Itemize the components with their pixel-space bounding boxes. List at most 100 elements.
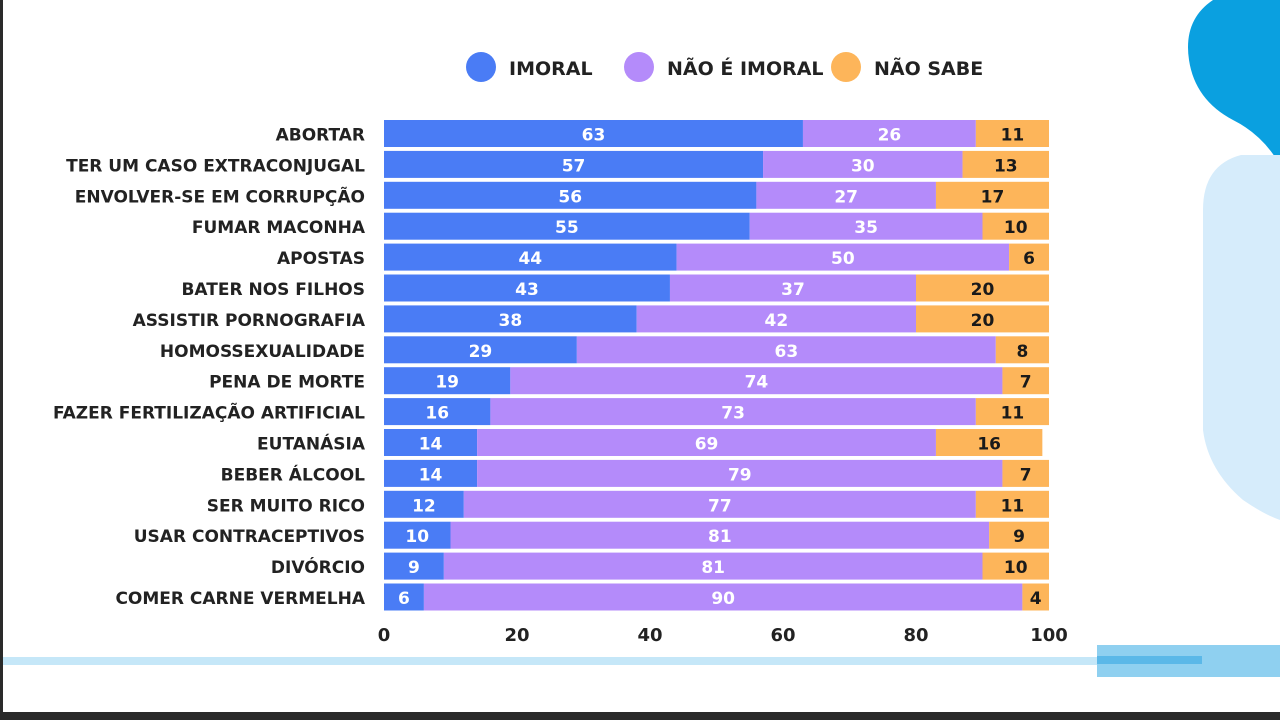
bar-nao-sabe-comer-carne-vermelha (1022, 583, 1049, 611)
slide: IMORAL NÃO É IMORAL NÃO SABE 63 26 11 57 30 13 5… (3, 0, 1280, 712)
bar-nao-sabe-abortar (975, 120, 1049, 147)
bar-imoral-fazer-fertilizacao-artificial (384, 398, 491, 426)
value-label-nao-sabe-comer-carne-vermelha: 4 (1030, 589, 1042, 609)
value-label-nao-sabe-eutanasia: 16 (977, 435, 1001, 455)
bar-imoral-fumar-maconha (384, 212, 750, 240)
category-label-divorcio: DIVÓRCIO (271, 556, 365, 578)
bar-imoral-pena-de-morte (384, 367, 511, 395)
bar-imoral-envolver-se-em-corrupcao (384, 181, 757, 209)
value-label-imoral-assistir-pornografia: 38 (499, 311, 523, 331)
legend-marker-nao-e-imoral (624, 52, 654, 82)
value-label-nao-e-imoral-homossexualidade: 63 (774, 342, 798, 362)
value-label-nao-e-imoral-fumar-maconha: 35 (854, 218, 878, 238)
bar-nao-sabe-homossexualidade (995, 336, 1049, 364)
category-label-pena-de-morte: PENA DE MORTE (209, 373, 365, 393)
category-label-homossexualidade: HOMOSSEXUALIDADE (160, 342, 365, 362)
value-label-nao-sabe-beber-alcool: 7 (1020, 465, 1032, 485)
bar-nao-e-imoral-ter-um-caso-extraconjugal (763, 150, 963, 178)
bar-nao-sabe-fazer-fertilizacao-artificial (975, 398, 1049, 426)
value-label-nao-e-imoral-comer-carne-vermelha: 90 (711, 589, 735, 609)
category-label-ser-muito-rico: SER MUITO RICO (207, 496, 365, 516)
bar-nao-e-imoral-pena-de-morte (510, 367, 1003, 395)
value-label-nao-e-imoral-abortar: 26 (878, 126, 902, 146)
bar-nao-e-imoral-ser-muito-rico (463, 490, 976, 518)
bar-imoral-usar-contraceptivos (384, 521, 451, 549)
bar-nao-sabe-eutanasia (935, 429, 1043, 456)
legend-marker-nao-sabe (831, 52, 861, 82)
bar-imoral-comer-carne-vermelha (384, 583, 424, 611)
category-label-assistir-pornografia: ASSISTIR PORNOGRAFIA (133, 311, 366, 331)
category-label-ter-um-caso-extraconjugal: TER UM CASO EXTRACONJUGAL (66, 156, 365, 176)
value-label-nao-e-imoral-ser-muito-rico: 77 (708, 496, 732, 516)
value-label-nao-e-imoral-beber-alcool: 79 (728, 465, 752, 485)
value-label-imoral-fumar-maconha: 55 (555, 218, 579, 238)
value-label-imoral-usar-contraceptivos: 10 (405, 527, 429, 547)
bar-nao-e-imoral-usar-contraceptivos (450, 521, 990, 549)
value-label-imoral-apostas: 44 (518, 249, 542, 269)
value-label-imoral-comer-carne-vermelha: 6 (398, 589, 410, 609)
category-label-fazer-fertilizacao-artificial: FAZER FERTILIZAÇÃO ARTIFICIAL (53, 401, 365, 424)
bar-nao-e-imoral-apostas (676, 243, 1010, 271)
value-label-nao-sabe-bater-nos-filhos: 20 (971, 280, 995, 300)
value-label-imoral-homossexualidade: 29 (469, 342, 493, 362)
x-tick-40: 40 (637, 625, 662, 646)
x-tick-100: 100 (1030, 625, 1068, 646)
bar-nao-sabe-usar-contraceptivos (989, 521, 1049, 549)
bar-nao-sabe-divorcio (982, 552, 1049, 580)
value-label-imoral-divorcio: 9 (408, 558, 420, 578)
legend: IMORAL NÃO É IMORAL NÃO SABE (466, 52, 983, 82)
value-label-imoral-ter-um-caso-extraconjugal: 57 (562, 156, 586, 176)
value-label-imoral-eutanasia: 14 (419, 435, 443, 455)
value-label-imoral-abortar: 63 (582, 126, 606, 146)
value-label-imoral-beber-alcool: 14 (419, 465, 443, 485)
value-label-nao-sabe-fumar-maconha: 10 (1004, 218, 1028, 238)
value-label-imoral-pena-de-morte: 19 (435, 373, 459, 393)
bar-nao-e-imoral-fumar-maconha (749, 212, 983, 240)
bar-nao-sabe-ter-um-caso-extraconjugal (962, 150, 1049, 178)
bar-nao-sabe-apostas (1009, 243, 1049, 271)
corner-shape-dark (1188, 0, 1280, 165)
value-label-nao-sabe-homossexualidade: 8 (1016, 342, 1028, 362)
category-label-usar-contraceptivos: USAR CONTRACEPTIVOS (134, 527, 365, 547)
value-label-nao-e-imoral-ter-um-caso-extraconjugal: 30 (851, 156, 875, 176)
bar-nao-e-imoral-homossexualidade (576, 336, 996, 364)
value-label-nao-e-imoral-usar-contraceptivos: 81 (708, 527, 732, 547)
category-label-bater-nos-filhos: BATER NOS FILHOS (181, 280, 365, 300)
bar-nao-sabe-envolver-se-em-corrupcao (935, 181, 1049, 209)
x-tick-80: 80 (903, 625, 928, 646)
bar-imoral-assistir-pornografia (384, 305, 637, 333)
value-label-nao-e-imoral-apostas: 50 (831, 249, 855, 269)
value-label-nao-sabe-usar-contraceptivos: 9 (1013, 527, 1025, 547)
bar-nao-sabe-ser-muito-rico (975, 490, 1049, 518)
category-label-apostas: APOSTAS (277, 249, 365, 269)
bar-nao-sabe-fumar-maconha (982, 212, 1049, 240)
value-label-nao-sabe-divorcio: 10 (1004, 558, 1028, 578)
value-label-nao-e-imoral-fazer-fertilizacao-artificial: 73 (721, 404, 745, 424)
bar-nao-sabe-assistir-pornografia (916, 305, 1049, 333)
value-label-nao-sabe-ter-um-caso-extraconjugal: 13 (994, 156, 1018, 176)
category-label-fumar-maconha: FUMAR MACONHA (192, 218, 366, 238)
bar-imoral-ser-muito-rico (384, 490, 464, 518)
category-label-comer-carne-vermelha: COMER CARNE VERMELHA (115, 589, 365, 609)
value-label-nao-sabe-pena-de-morte: 7 (1020, 373, 1032, 393)
bar-imoral-ter-um-caso-extraconjugal (384, 150, 764, 178)
bar-imoral-eutanasia (384, 429, 478, 456)
stacked-bar-chart: IMORAL NÃO É IMORAL NÃO SABE 63 26 11 57 30 13 5… (3, 0, 1280, 677)
bar-nao-e-imoral-beber-alcool (477, 459, 1003, 487)
value-label-imoral-envolver-se-em-corrupcao: 56 (558, 187, 582, 207)
bar-imoral-divorcio (384, 552, 444, 580)
bar-nao-e-imoral-eutanasia (477, 429, 936, 456)
bar-imoral-apostas (384, 243, 677, 271)
bars: 63 26 11 57 30 13 56 27 17 55 35 10 44 50 6 43 37 20 38 42 2… (384, 120, 1049, 611)
value-label-nao-sabe-assistir-pornografia: 20 (971, 311, 995, 331)
value-label-nao-sabe-ser-muito-rico: 11 (1001, 496, 1025, 516)
value-label-imoral-ser-muito-rico: 12 (412, 496, 436, 516)
legend-marker-imoral (466, 52, 496, 82)
value-label-nao-e-imoral-divorcio: 81 (701, 558, 725, 578)
bar-nao-sabe-bater-nos-filhos (916, 274, 1049, 302)
value-label-nao-e-imoral-eutanasia: 69 (695, 435, 719, 455)
value-label-nao-e-imoral-assistir-pornografia: 42 (765, 311, 789, 331)
value-label-imoral-fazer-fertilizacao-artificial: 16 (425, 404, 449, 424)
value-label-nao-sabe-abortar: 11 (1001, 126, 1025, 146)
